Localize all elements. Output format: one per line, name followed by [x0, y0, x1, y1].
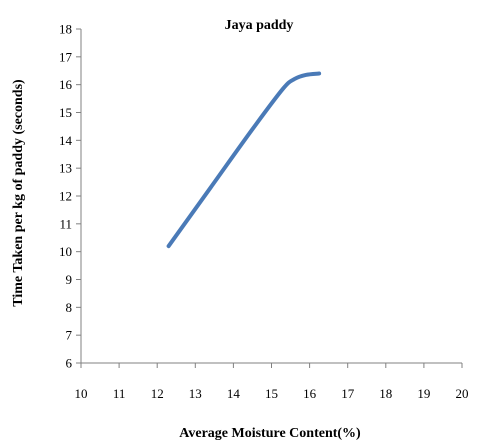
x-tick-label: 20: [456, 386, 469, 401]
x-axis-title: Average Moisture Content(%): [179, 426, 361, 441]
y-tick-label: 13: [59, 161, 72, 176]
y-tick-label: 15: [59, 105, 72, 120]
y-tick-label: 14: [59, 133, 73, 148]
x-tick-label: 10: [75, 386, 88, 401]
y-tick-label: 17: [59, 49, 73, 64]
y-tick-label: 9: [66, 272, 73, 287]
y-axis-title: Time Taken per kg of paddy (seconds): [11, 79, 26, 307]
y-axis: 6 7 8 9 10 11 12 13 14 15 16 17 18: [59, 22, 82, 371]
x-tick-label: 12: [151, 386, 164, 401]
x-tick-label: 13: [189, 386, 202, 401]
series-group: [166, 71, 322, 249]
chart-title: Jaya paddy: [225, 18, 294, 33]
x-axis: 10 11 12 13 14 15 16 17 18 19 20: [75, 362, 469, 401]
y-tick-label: 6: [66, 356, 73, 371]
y-tick-label: 18: [59, 22, 72, 37]
y-tick-label: 16: [59, 77, 73, 92]
x-tick-label: 11: [113, 386, 126, 401]
y-tick-label: 8: [66, 300, 73, 315]
x-tick-label: 18: [379, 386, 392, 401]
series-line-0: [166, 71, 322, 249]
y-tick-label: 11: [59, 216, 72, 231]
y-tick-label: 12: [59, 189, 72, 204]
y-tick-label: 10: [59, 244, 72, 259]
y-tick-label: 7: [66, 328, 73, 343]
x-tick-label: 14: [227, 386, 241, 401]
x-tick-label: 15: [265, 386, 278, 401]
x-tick-label: 16: [303, 386, 317, 401]
x-tick-label: 19: [417, 386, 430, 401]
x-tick-label: 17: [341, 386, 355, 401]
